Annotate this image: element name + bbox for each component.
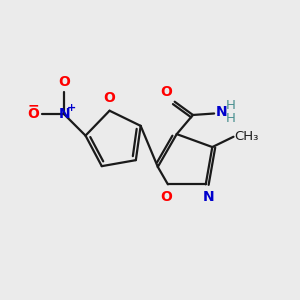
Text: N: N [215,105,227,119]
Text: H: H [225,99,235,112]
Text: −: − [27,98,39,112]
Text: N: N [202,190,214,204]
Text: O: O [160,190,172,204]
Text: O: O [58,75,70,89]
Text: H: H [225,112,235,125]
Text: N: N [58,107,70,122]
Text: +: + [67,103,76,113]
Text: O: O [103,92,116,105]
Text: O: O [27,107,39,122]
Text: CH₃: CH₃ [235,130,259,143]
Text: O: O [160,85,172,99]
